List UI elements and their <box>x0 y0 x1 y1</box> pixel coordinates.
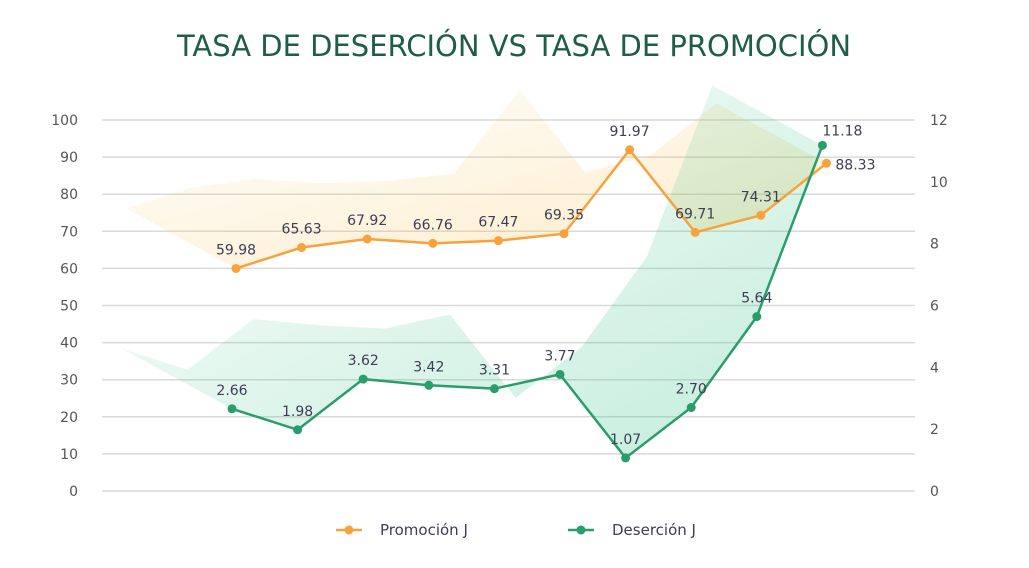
data-point <box>424 380 434 390</box>
data-point <box>621 453 631 463</box>
left-tick-label: 20 <box>60 410 78 426</box>
data-point <box>297 243 307 253</box>
data-label: 2.66 <box>216 383 247 399</box>
right-tick-label: 4 <box>930 360 939 376</box>
data-point <box>756 210 766 220</box>
left-tick-label: 40 <box>60 336 78 352</box>
legend-swatch-marker <box>576 525 586 535</box>
legend-swatch-marker <box>344 525 354 535</box>
right-tick-label: 0 <box>930 484 939 500</box>
left-tick-label: 0 <box>69 484 78 500</box>
data-point <box>428 238 438 248</box>
data-point <box>489 384 499 394</box>
data-label: 88.33 <box>835 157 875 173</box>
data-label: 3.42 <box>413 359 444 375</box>
data-point <box>362 234 372 244</box>
data-label: 2.70 <box>676 382 707 398</box>
data-point <box>752 312 762 322</box>
right-tick-label: 6 <box>930 299 939 315</box>
series-line-desercion <box>231 144 824 460</box>
data-label: 66.76 <box>413 217 453 233</box>
chart-title: TASA DE DESERCIÓN VS TASA DE PROMOCIÓN <box>176 29 851 63</box>
right-tick-label: 8 <box>930 237 939 253</box>
data-label: 11.18 <box>822 123 862 139</box>
data-label: 1.07 <box>610 432 641 448</box>
right-tick-label: 2 <box>930 422 939 438</box>
data-label: 91.97 <box>610 124 650 140</box>
data-point <box>227 404 237 414</box>
left-tick-label: 100 <box>51 113 78 129</box>
data-label: 3.31 <box>479 363 510 379</box>
right-tick-label: 10 <box>930 175 948 191</box>
left-tick-label: 70 <box>60 224 78 240</box>
right-tick-label: 12 <box>930 113 948 129</box>
data-point <box>493 236 503 246</box>
data-point <box>821 158 831 168</box>
left-tick-label: 10 <box>60 447 78 463</box>
data-point <box>817 140 827 150</box>
data-label: 74.31 <box>741 189 781 205</box>
data-label: 59.98 <box>216 242 256 258</box>
series-shadow <box>126 89 827 269</box>
data-label: 69.35 <box>544 208 584 224</box>
data-point <box>690 227 700 237</box>
data-label: 67.47 <box>478 215 518 231</box>
data-label: 65.63 <box>282 222 322 238</box>
data-label: 3.77 <box>544 348 575 364</box>
data-point <box>358 374 368 384</box>
data-label: 69.71 <box>675 206 715 222</box>
data-point <box>555 369 565 379</box>
data-label: 3.62 <box>348 353 379 369</box>
left-tick-label: 90 <box>60 150 78 166</box>
data-point <box>625 145 635 155</box>
left-tick-label: 30 <box>60 373 78 389</box>
left-tick-label: 60 <box>60 261 78 277</box>
data-point <box>231 263 241 273</box>
data-point <box>293 425 303 435</box>
series-shadow <box>122 85 823 458</box>
data-point <box>559 229 569 239</box>
series-line-promocion <box>235 147 828 270</box>
data-label: 5.64 <box>741 291 772 307</box>
left-tick-label: 80 <box>60 187 78 203</box>
data-label: 1.98 <box>282 404 313 420</box>
legend-label: Deserción J <box>612 521 696 539</box>
data-label: 67.92 <box>347 213 387 229</box>
left-tick-label: 50 <box>60 299 78 315</box>
legend-label: Promoción J <box>380 521 468 539</box>
data-point <box>686 403 696 413</box>
